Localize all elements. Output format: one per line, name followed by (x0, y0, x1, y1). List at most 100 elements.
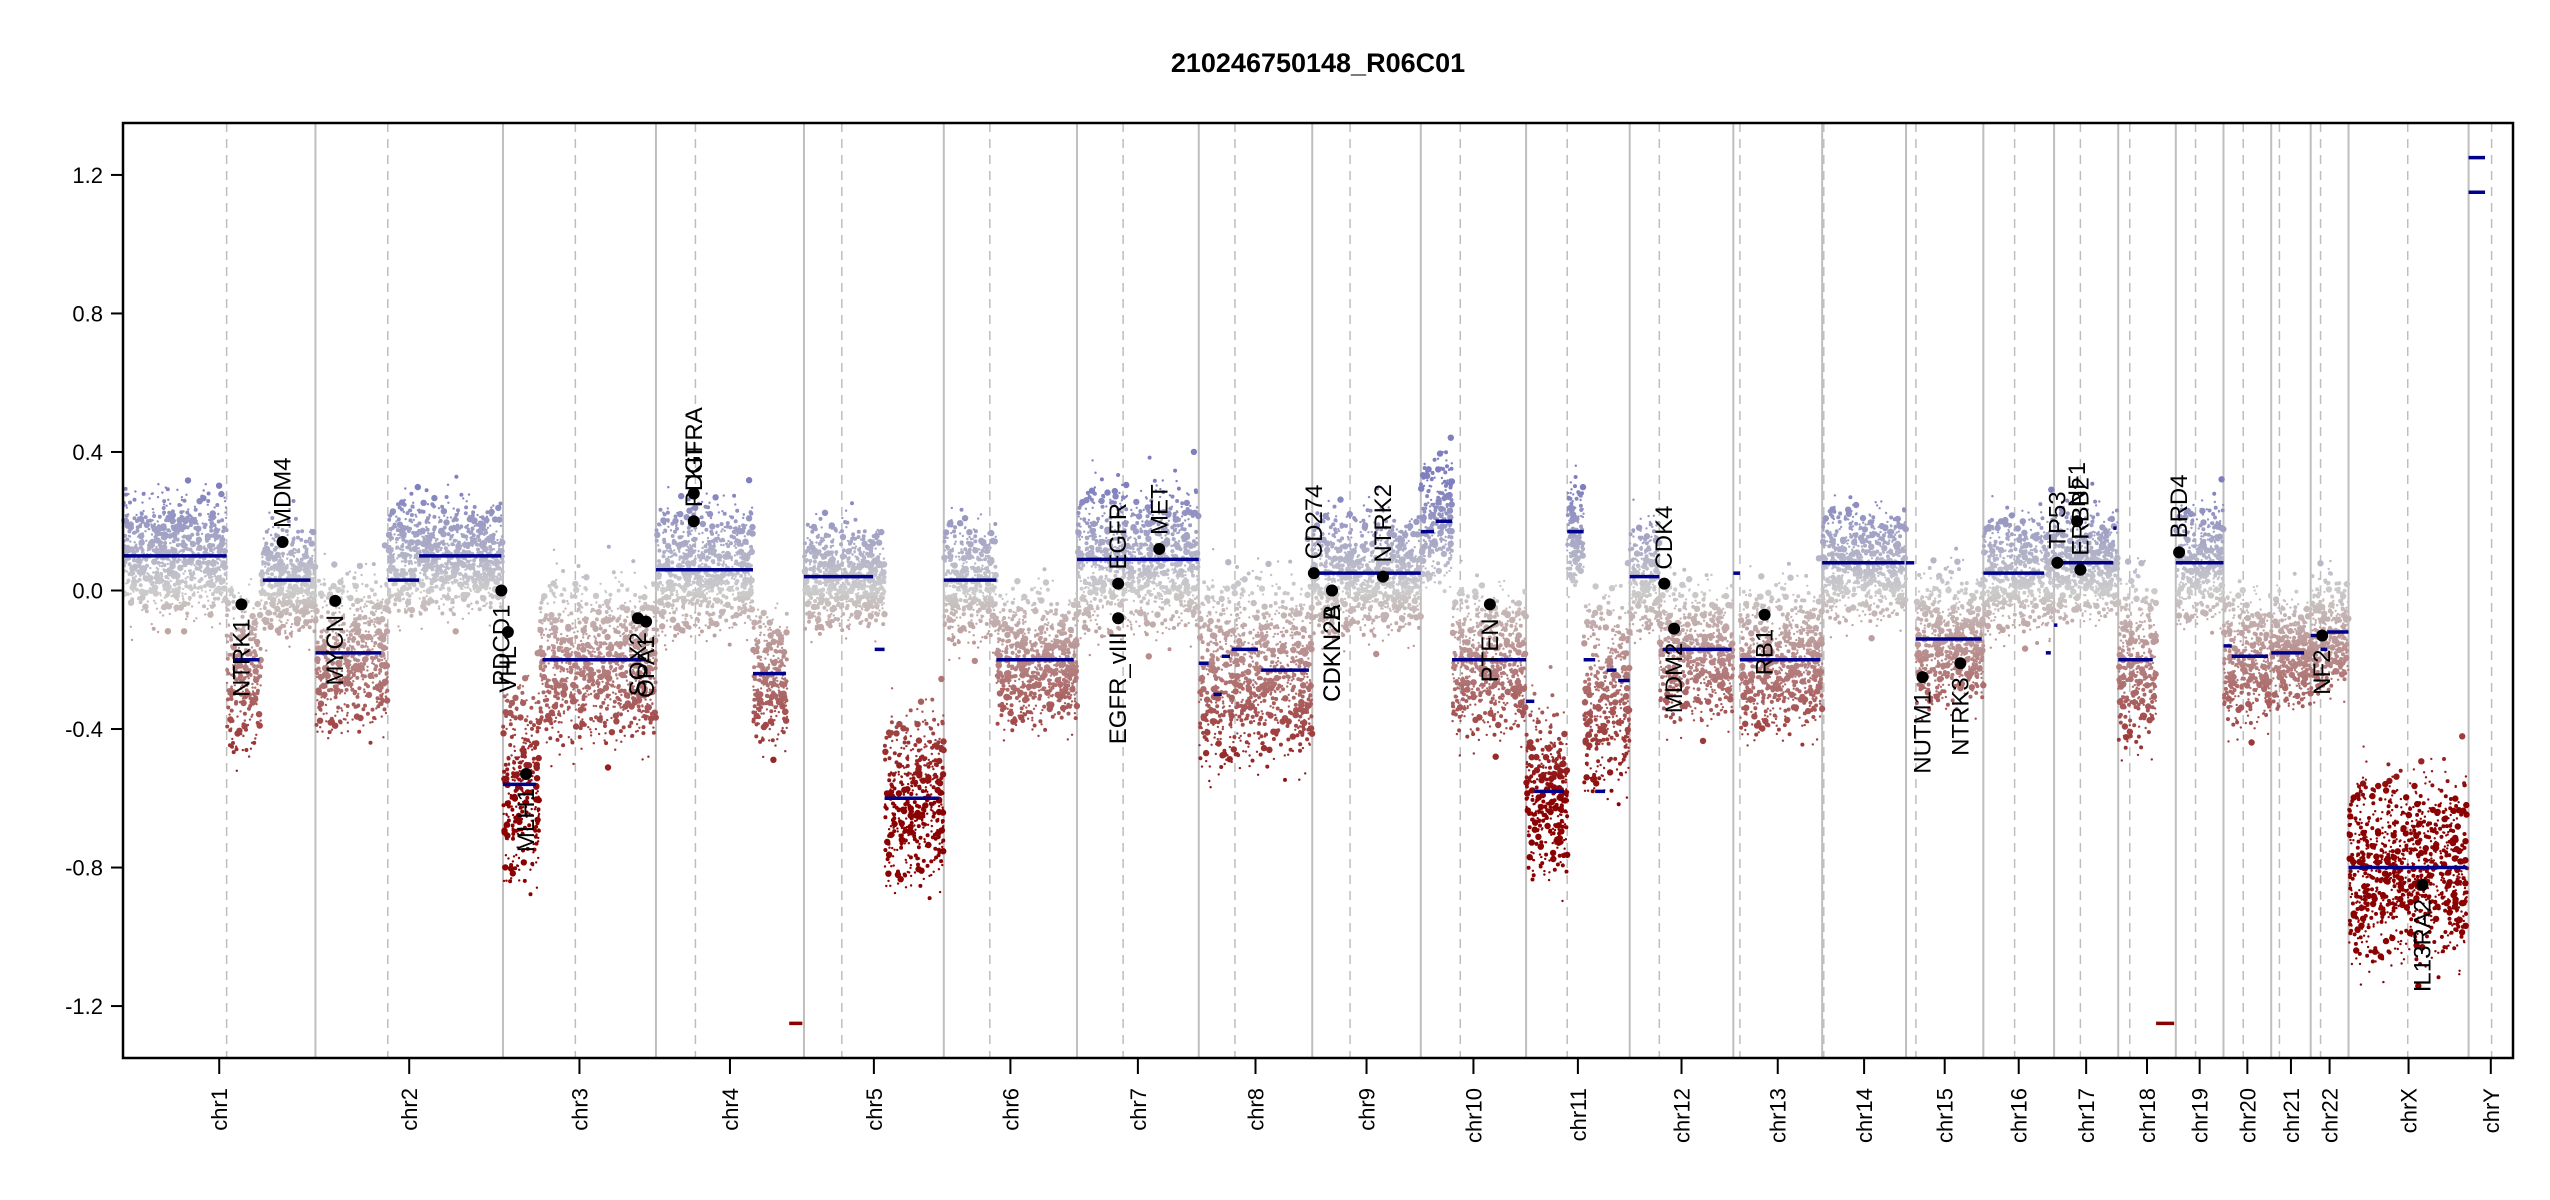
probe-point (574, 626, 577, 629)
probe-point (332, 611, 335, 614)
probe-point (352, 582, 359, 590)
probe-point (395, 520, 398, 523)
probe-point (446, 559, 451, 563)
probe-point (363, 703, 367, 708)
probe-point (636, 704, 641, 709)
probe-point (708, 501, 711, 504)
probe-point (278, 552, 281, 555)
probe-point (426, 503, 430, 506)
probe-point (159, 571, 164, 576)
probe-point (226, 601, 229, 604)
probe-point (420, 568, 424, 571)
probe-point (587, 679, 592, 684)
probe-point (161, 506, 166, 510)
probe-point (192, 543, 195, 546)
probe-point (255, 688, 260, 693)
probe-point (185, 510, 190, 515)
probe-point (505, 821, 509, 824)
probe-point (288, 631, 293, 636)
probe-point (512, 855, 516, 858)
probe-point (186, 601, 191, 606)
probe-point (242, 711, 247, 716)
probe-point (144, 609, 149, 614)
probe-point (361, 678, 365, 681)
probe-point (641, 731, 646, 736)
probe-point (513, 749, 517, 753)
probe-point (229, 708, 234, 713)
probe-point (196, 498, 203, 505)
probe-point (179, 558, 182, 562)
probe-point (513, 866, 518, 871)
probe-point (165, 504, 168, 507)
probe-point (296, 565, 299, 568)
probe-point (198, 594, 203, 599)
probe-point (363, 688, 366, 691)
probe-point (572, 688, 575, 691)
probe-point (589, 728, 592, 731)
probe-point (621, 624, 626, 629)
probe-point (594, 639, 597, 642)
probe-point (601, 680, 604, 683)
probe-point (306, 562, 309, 565)
probe-point (566, 599, 569, 603)
probe-point (365, 604, 368, 608)
probe-point (387, 574, 390, 578)
probe-point (189, 569, 192, 572)
probe-point (352, 620, 355, 624)
probe-point (455, 530, 459, 533)
probe-point (271, 555, 276, 559)
probe-point (389, 531, 392, 535)
probe-point (212, 548, 215, 551)
probe-point (210, 592, 215, 597)
probe-point (422, 589, 426, 592)
probe-point (323, 594, 326, 597)
probe-point (625, 587, 630, 592)
probe-point (573, 631, 576, 634)
probe-point (462, 497, 465, 500)
probe-point (513, 768, 516, 771)
probe-point (325, 604, 328, 607)
probe-point (589, 731, 593, 734)
probe-point (234, 700, 239, 704)
probe-point (428, 514, 432, 517)
probe-point (177, 604, 184, 611)
probe-point (580, 642, 585, 647)
probe-point (262, 626, 267, 631)
probe-point (498, 565, 501, 568)
probe-point (155, 571, 158, 575)
probe-point (366, 665, 369, 668)
probe-point (150, 622, 153, 626)
probe-point (281, 571, 284, 574)
probe-point (561, 599, 566, 604)
probe-point (612, 627, 616, 630)
probe-point (465, 559, 470, 564)
probe-point (717, 533, 720, 537)
probe-point (393, 581, 398, 586)
probe-point (455, 523, 459, 526)
probe-point (211, 578, 214, 581)
probe-point (277, 574, 282, 579)
probe-point (535, 729, 540, 734)
probe-point (577, 617, 580, 620)
probe-point (201, 522, 204, 525)
probe-point (248, 704, 253, 708)
probe-point (584, 620, 588, 624)
probe-point (620, 740, 623, 743)
probe-point (475, 540, 478, 543)
probe-point (605, 675, 613, 682)
probe-point (287, 587, 290, 590)
probe-point (613, 718, 620, 725)
probe-point (353, 671, 356, 674)
probe-point (437, 565, 442, 570)
probe-point (472, 528, 475, 531)
probe-point (171, 602, 174, 606)
probe-point (127, 492, 130, 496)
probe-point (280, 600, 287, 607)
probe-point (182, 587, 185, 591)
probe-point (417, 547, 420, 550)
probe-point (357, 692, 360, 696)
probe-point (372, 592, 377, 597)
probe-point (542, 633, 546, 637)
probe-point (596, 669, 599, 672)
probe-point (593, 689, 596, 692)
